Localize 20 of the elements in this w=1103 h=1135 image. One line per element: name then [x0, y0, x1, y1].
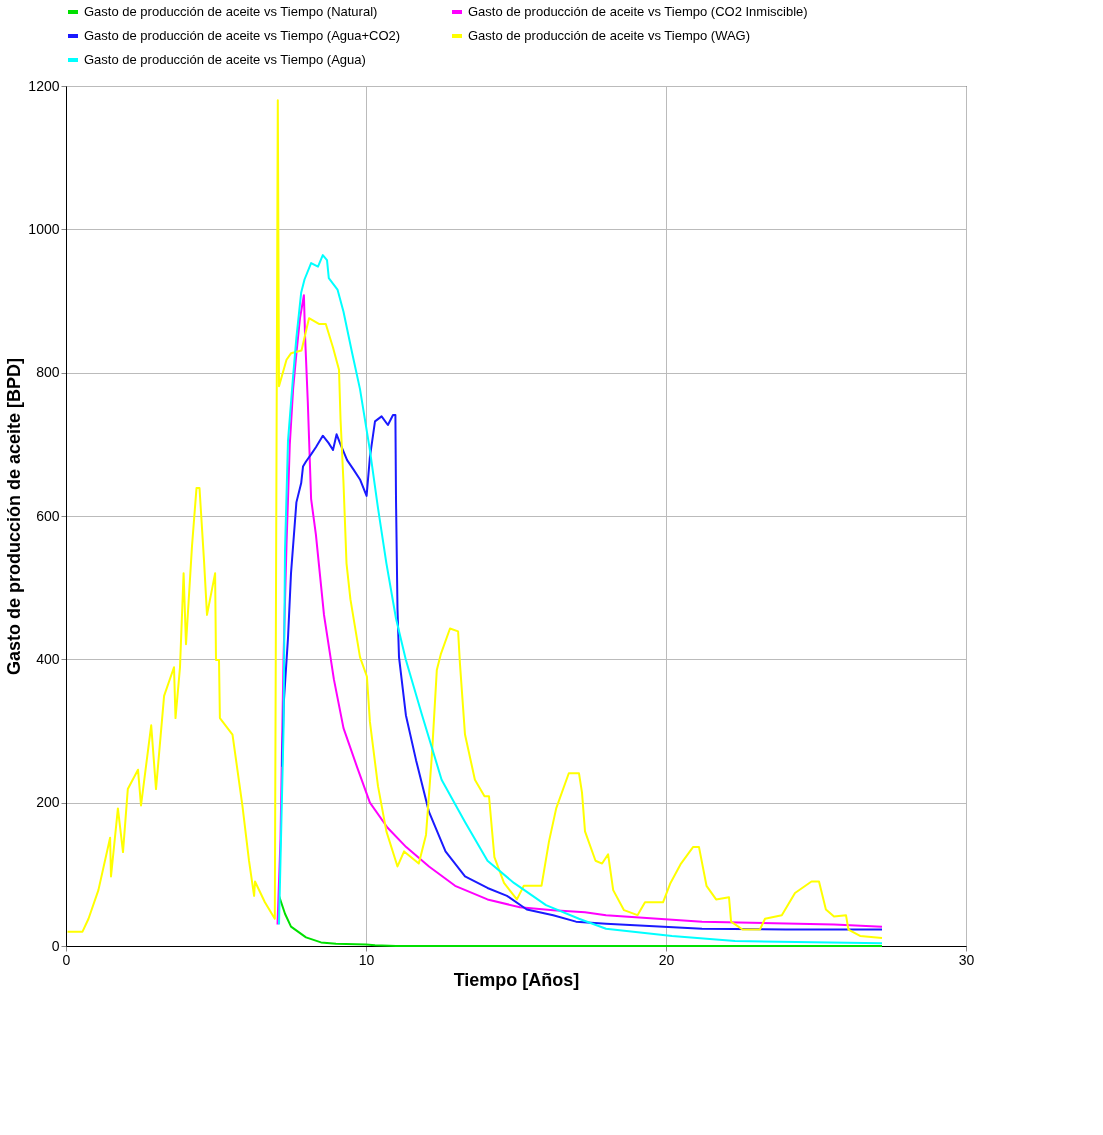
legend-label: Gasto de producción de aceite vs Tiempo (CO2 Inmiscible) — [468, 4, 808, 19]
legend-label: Gasto de producción de aceite vs Tiempo (Agua+CO2) — [84, 28, 401, 43]
legend-label: Gasto de producción de aceite vs Tiempo (Natural) — [84, 4, 378, 19]
y-tick-label: 600 — [36, 507, 60, 524]
y-tick-label: 200 — [36, 794, 60, 811]
x-tick-label: 10 — [358, 951, 375, 968]
line-series — [66, 99, 883, 940]
legend-label: Gasto de producción de aceite vs Tiempo (Agua) — [84, 52, 366, 67]
x-tick-label: 30 — [958, 951, 975, 968]
y-tick-label: 0 — [51, 937, 60, 954]
legend-label: Gasto de producción de aceite vs Tiempo (WAG) — [468, 28, 751, 43]
y-tick-label: 1000 — [28, 220, 60, 237]
x-tick-label: 20 — [658, 951, 675, 968]
x-axis-title: Tiempo [Años] — [453, 969, 580, 990]
y-axis-title: Gasto de producción de aceite [BPD] — [4, 357, 25, 676]
line-series — [281, 413, 883, 931]
y-tick-label: 1200 — [28, 77, 60, 94]
y-tick-label: 400 — [36, 650, 60, 667]
x-tick-label: 0 — [62, 951, 71, 968]
y-tick-label: 800 — [36, 364, 60, 381]
